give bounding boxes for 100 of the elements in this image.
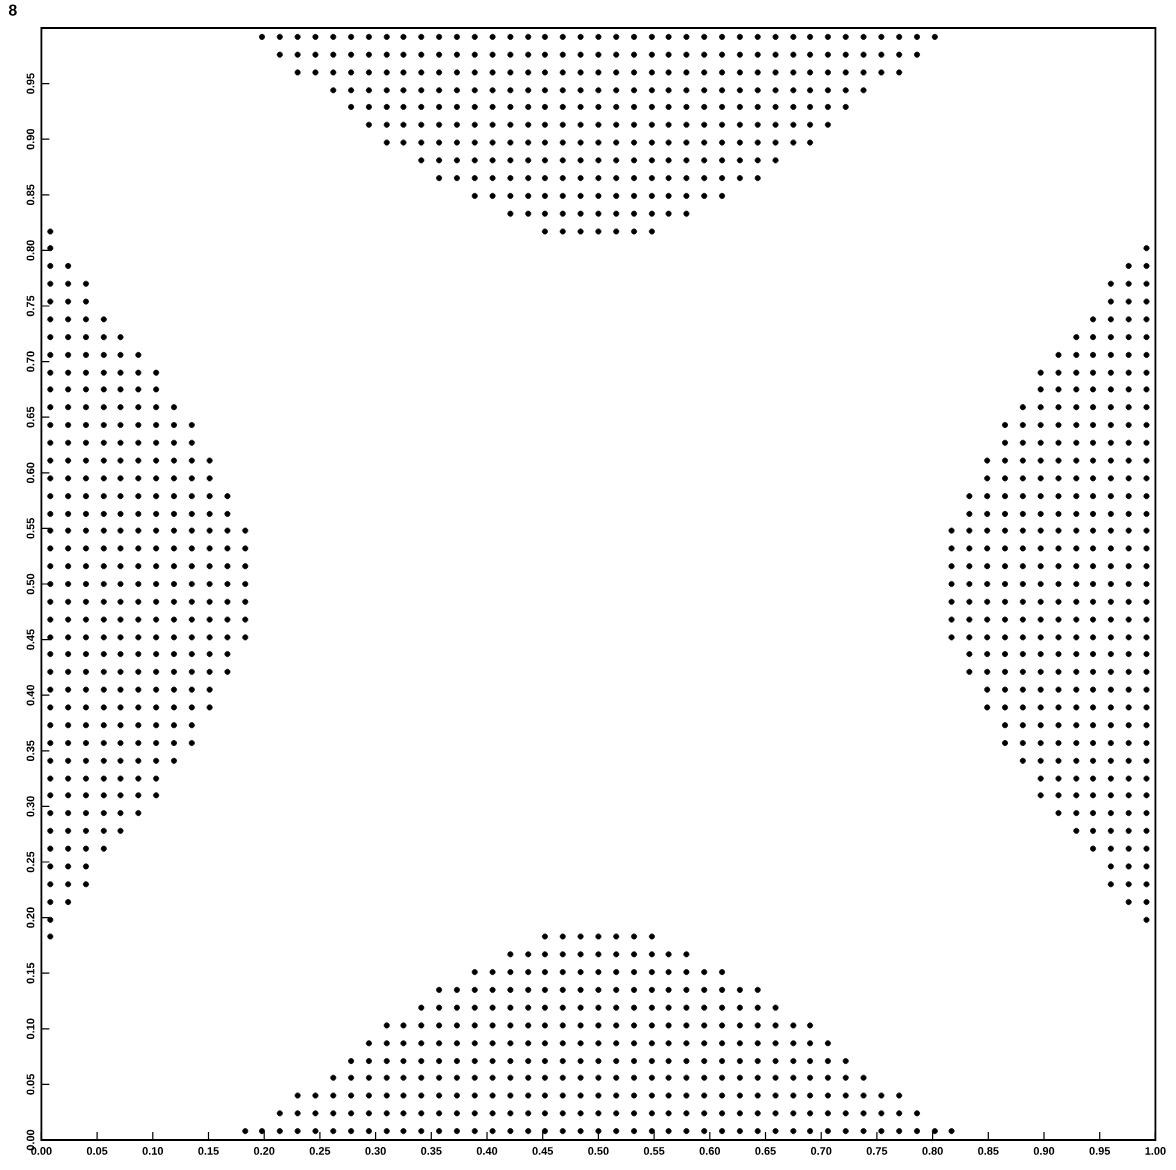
point [559, 51, 566, 58]
point [135, 722, 142, 729]
point [1143, 475, 1150, 482]
point [1002, 457, 1009, 464]
point [100, 810, 107, 817]
point [541, 51, 548, 58]
point [1107, 757, 1114, 764]
point [719, 103, 726, 110]
point [170, 404, 177, 411]
point [525, 121, 532, 128]
point [772, 121, 779, 128]
point [595, 969, 602, 976]
point [1073, 810, 1080, 817]
point [436, 87, 443, 94]
point [82, 863, 89, 870]
point [1037, 493, 1044, 500]
point [47, 228, 54, 235]
point [1090, 527, 1097, 534]
point [100, 493, 107, 500]
point [135, 740, 142, 747]
point [1073, 792, 1080, 799]
point [1125, 881, 1132, 888]
point [683, 157, 690, 164]
point [790, 1058, 797, 1065]
point [82, 563, 89, 570]
point [719, 1040, 726, 1047]
point [82, 493, 89, 500]
point [170, 616, 177, 623]
point [400, 1022, 407, 1029]
point [754, 1058, 761, 1065]
point [896, 69, 903, 76]
point [330, 1092, 337, 1099]
point [648, 69, 655, 76]
point [489, 1074, 496, 1081]
point [631, 969, 638, 976]
point [1037, 527, 1044, 534]
point [701, 157, 708, 164]
point [153, 792, 160, 799]
point [1090, 457, 1097, 464]
point [1125, 527, 1132, 534]
point [754, 157, 761, 164]
point [1037, 616, 1044, 623]
point [736, 157, 743, 164]
point [1143, 545, 1150, 552]
point [507, 51, 514, 58]
point [224, 563, 231, 570]
point [1073, 616, 1080, 623]
point [153, 580, 160, 587]
point [453, 1040, 460, 1047]
point [330, 87, 337, 94]
point [1073, 493, 1080, 500]
point [665, 69, 672, 76]
point [135, 668, 142, 675]
point [595, 175, 602, 182]
point [541, 951, 548, 958]
point [365, 51, 372, 58]
point [206, 527, 213, 534]
point [242, 580, 249, 587]
point [1143, 616, 1150, 623]
point [1002, 598, 1009, 605]
point [418, 1058, 425, 1065]
point [65, 704, 72, 711]
point [65, 757, 72, 764]
point [665, 139, 672, 146]
point [489, 1004, 496, 1011]
point [1090, 493, 1097, 500]
point [665, 1004, 672, 1011]
point [559, 69, 566, 76]
point [577, 986, 584, 993]
point [525, 210, 532, 217]
point [754, 51, 761, 58]
point [1143, 740, 1150, 747]
point [1107, 598, 1114, 605]
point [631, 1022, 638, 1029]
point [896, 1110, 903, 1117]
point [860, 87, 867, 94]
point [418, 139, 425, 146]
point [772, 1128, 779, 1135]
point [383, 1128, 390, 1135]
point [170, 668, 177, 675]
point [1073, 527, 1080, 534]
point [100, 845, 107, 852]
point [1037, 792, 1044, 799]
point [135, 704, 142, 711]
point [242, 527, 249, 534]
point [47, 899, 54, 906]
point [701, 1092, 708, 1099]
point [418, 51, 425, 58]
point [1002, 651, 1009, 658]
point [188, 475, 195, 482]
point [65, 881, 72, 888]
point [1090, 668, 1097, 675]
point [82, 298, 89, 305]
point [507, 951, 514, 958]
point [948, 616, 955, 623]
point [525, 1092, 532, 1099]
point [47, 881, 54, 888]
point [507, 1022, 514, 1029]
point [1107, 722, 1114, 729]
point [276, 1128, 283, 1135]
